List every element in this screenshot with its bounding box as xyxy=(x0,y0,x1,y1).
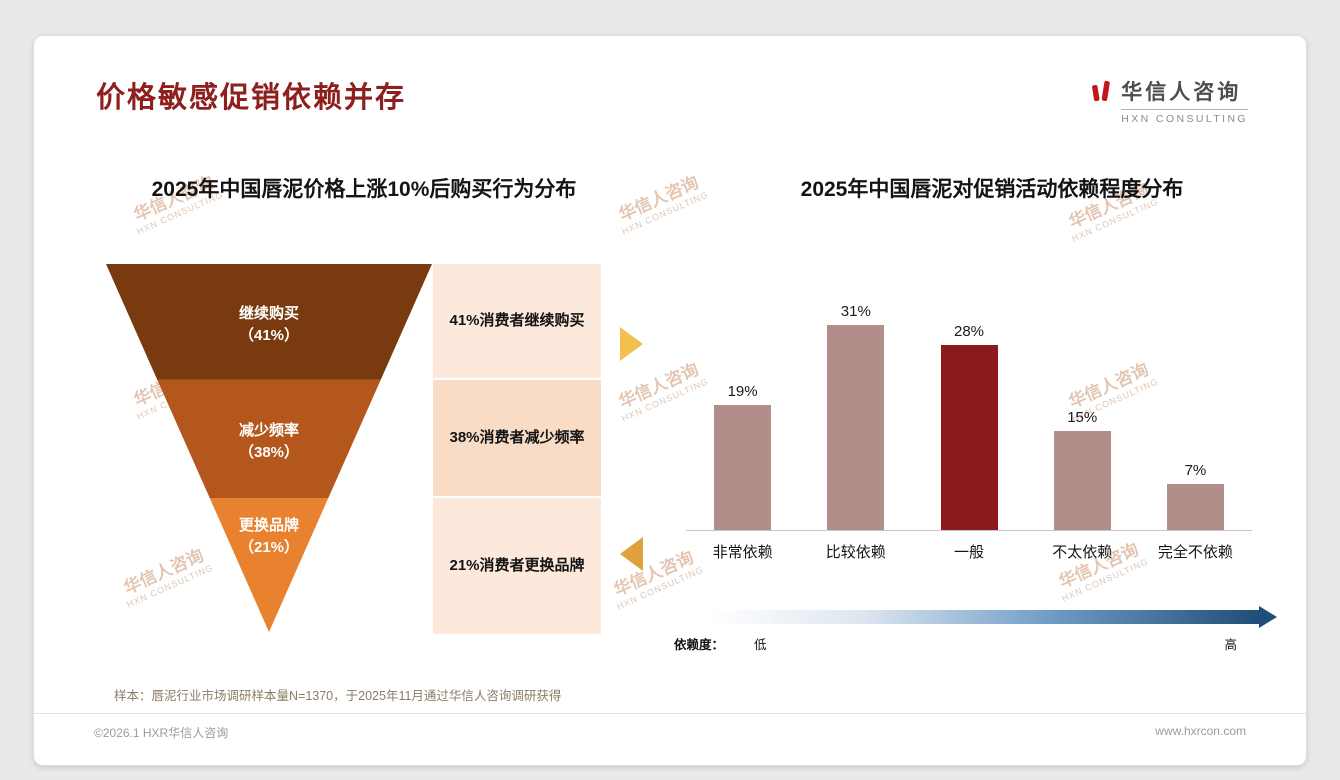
bar-column: 19% xyxy=(686,383,799,530)
bar-value-label: 19% xyxy=(727,382,758,400)
sample-note: 样本：唇泥行业市场调研样本量N=1370，于2025年11月通过华信人咨询调研获… xyxy=(114,689,562,703)
gradient-arrowhead-icon xyxy=(1259,606,1277,628)
connector-arrow-left-icon xyxy=(620,537,643,571)
bar xyxy=(1166,483,1224,530)
bar-value-label: 31% xyxy=(840,303,871,321)
funnel-segment-label: 减少频率 xyxy=(239,421,299,439)
footer-website: www.hxrcon.com xyxy=(1155,724,1246,738)
bar-value-label: 15% xyxy=(1067,409,1098,426)
bar-category-axis: 非常依赖 比较依赖 一般 不太依赖 完全不依赖 xyxy=(686,531,1252,562)
funnel-chart: 继续购买 （41%） 减少频率 （38%） 更换品牌 （21%） xyxy=(106,264,432,632)
bar-plot-area: 19% 31% 28% 15% 7% xyxy=(686,289,1252,531)
funnel-segment-value: （21%） xyxy=(239,538,299,556)
bar-chart: 19% 31% 28% 15% 7% 非常依赖 比较依赖 一般 不太依赖 完全不依赖 xyxy=(686,289,1252,562)
page-title: 价格敏感促销依赖并存 xyxy=(96,82,407,114)
bar-chart-title: 2025年中国唇泥对促销活动依赖程度分布 xyxy=(800,178,1184,201)
bar-column: 7% xyxy=(1139,462,1252,530)
funnel-segment-label: 更换品牌 xyxy=(239,516,299,534)
bar-category-label: 非常依赖 xyxy=(712,544,773,561)
bar-category-label: 完全不依赖 xyxy=(1157,544,1233,561)
funnel-chart-title: 2025年中国唇泥价格上涨10%后购买行为分布 xyxy=(151,178,577,201)
bar-column: 28% xyxy=(912,323,1025,530)
bar-category-label: 不太依赖 xyxy=(1052,544,1113,561)
dependence-legend: 依赖度： 低 高 xyxy=(674,634,1277,653)
funnel-annotations: 41%消费者继续购买 38%消费者减少频率 21%消费者更换品牌 xyxy=(433,264,601,634)
legend-label: 依赖度： xyxy=(674,638,725,652)
slide-card: 华信人咨询 HXN CONSULTING 华信人咨询 HXN CONSULTING 华信… xyxy=(33,35,1307,766)
company-logo: 华信人咨询 HXN CONSULTING xyxy=(1090,76,1248,125)
bar-column: 15% xyxy=(1026,409,1139,530)
bar xyxy=(714,404,772,530)
footer-divider xyxy=(34,713,1306,714)
logo-tagline: HXN CONSULTING xyxy=(1121,109,1248,125)
funnel-annotation: 21%消费者更换品牌 xyxy=(433,498,601,634)
bar-category-label: 比较依赖 xyxy=(825,544,886,561)
bar-column: 31% xyxy=(799,303,912,530)
legend-high: 高 xyxy=(1224,638,1237,652)
dependence-gradient-arrow xyxy=(710,606,1277,628)
funnel-segment xyxy=(209,498,329,632)
bar xyxy=(827,325,885,530)
funnel-annotation: 41%消费者继续购买 xyxy=(433,264,601,378)
bar xyxy=(940,345,998,530)
logo-icon xyxy=(1090,76,1114,117)
footer: ©2026.1 HXR华信人咨询 www.hxrcon.com xyxy=(94,724,1246,741)
bar-value-label: 7% xyxy=(1184,461,1207,479)
funnel-segment-label: 继续购买 xyxy=(239,304,299,322)
funnel-segment-value: （38%） xyxy=(239,443,299,461)
gradient-bar xyxy=(710,610,1259,624)
legend-low: 低 xyxy=(754,638,767,652)
bar-category-label: 一般 xyxy=(954,544,985,561)
footer-copyright: ©2026.1 HXR华信人咨询 xyxy=(94,726,229,740)
connector-arrow-right-icon xyxy=(620,327,643,361)
funnel-segment xyxy=(106,264,432,380)
funnel-segment xyxy=(157,379,381,498)
funnel-segment-value: （41%） xyxy=(239,326,299,344)
bar xyxy=(1053,431,1111,530)
funnel-annotation: 38%消费者减少频率 xyxy=(433,380,601,496)
bar-value-label: 28% xyxy=(953,323,985,341)
logo-name: 华信人咨询 xyxy=(1121,81,1242,104)
